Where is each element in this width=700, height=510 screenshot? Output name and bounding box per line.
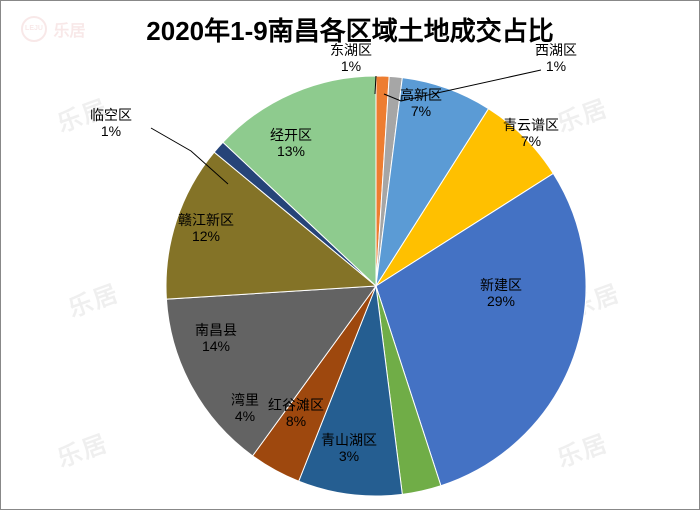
chart-frame: 乐居乐居乐居乐居乐居乐居乐居乐居 LEJU 乐居 2020年1-9南昌各区域土地…: [0, 0, 700, 510]
pie-chart: [1, 1, 700, 510]
